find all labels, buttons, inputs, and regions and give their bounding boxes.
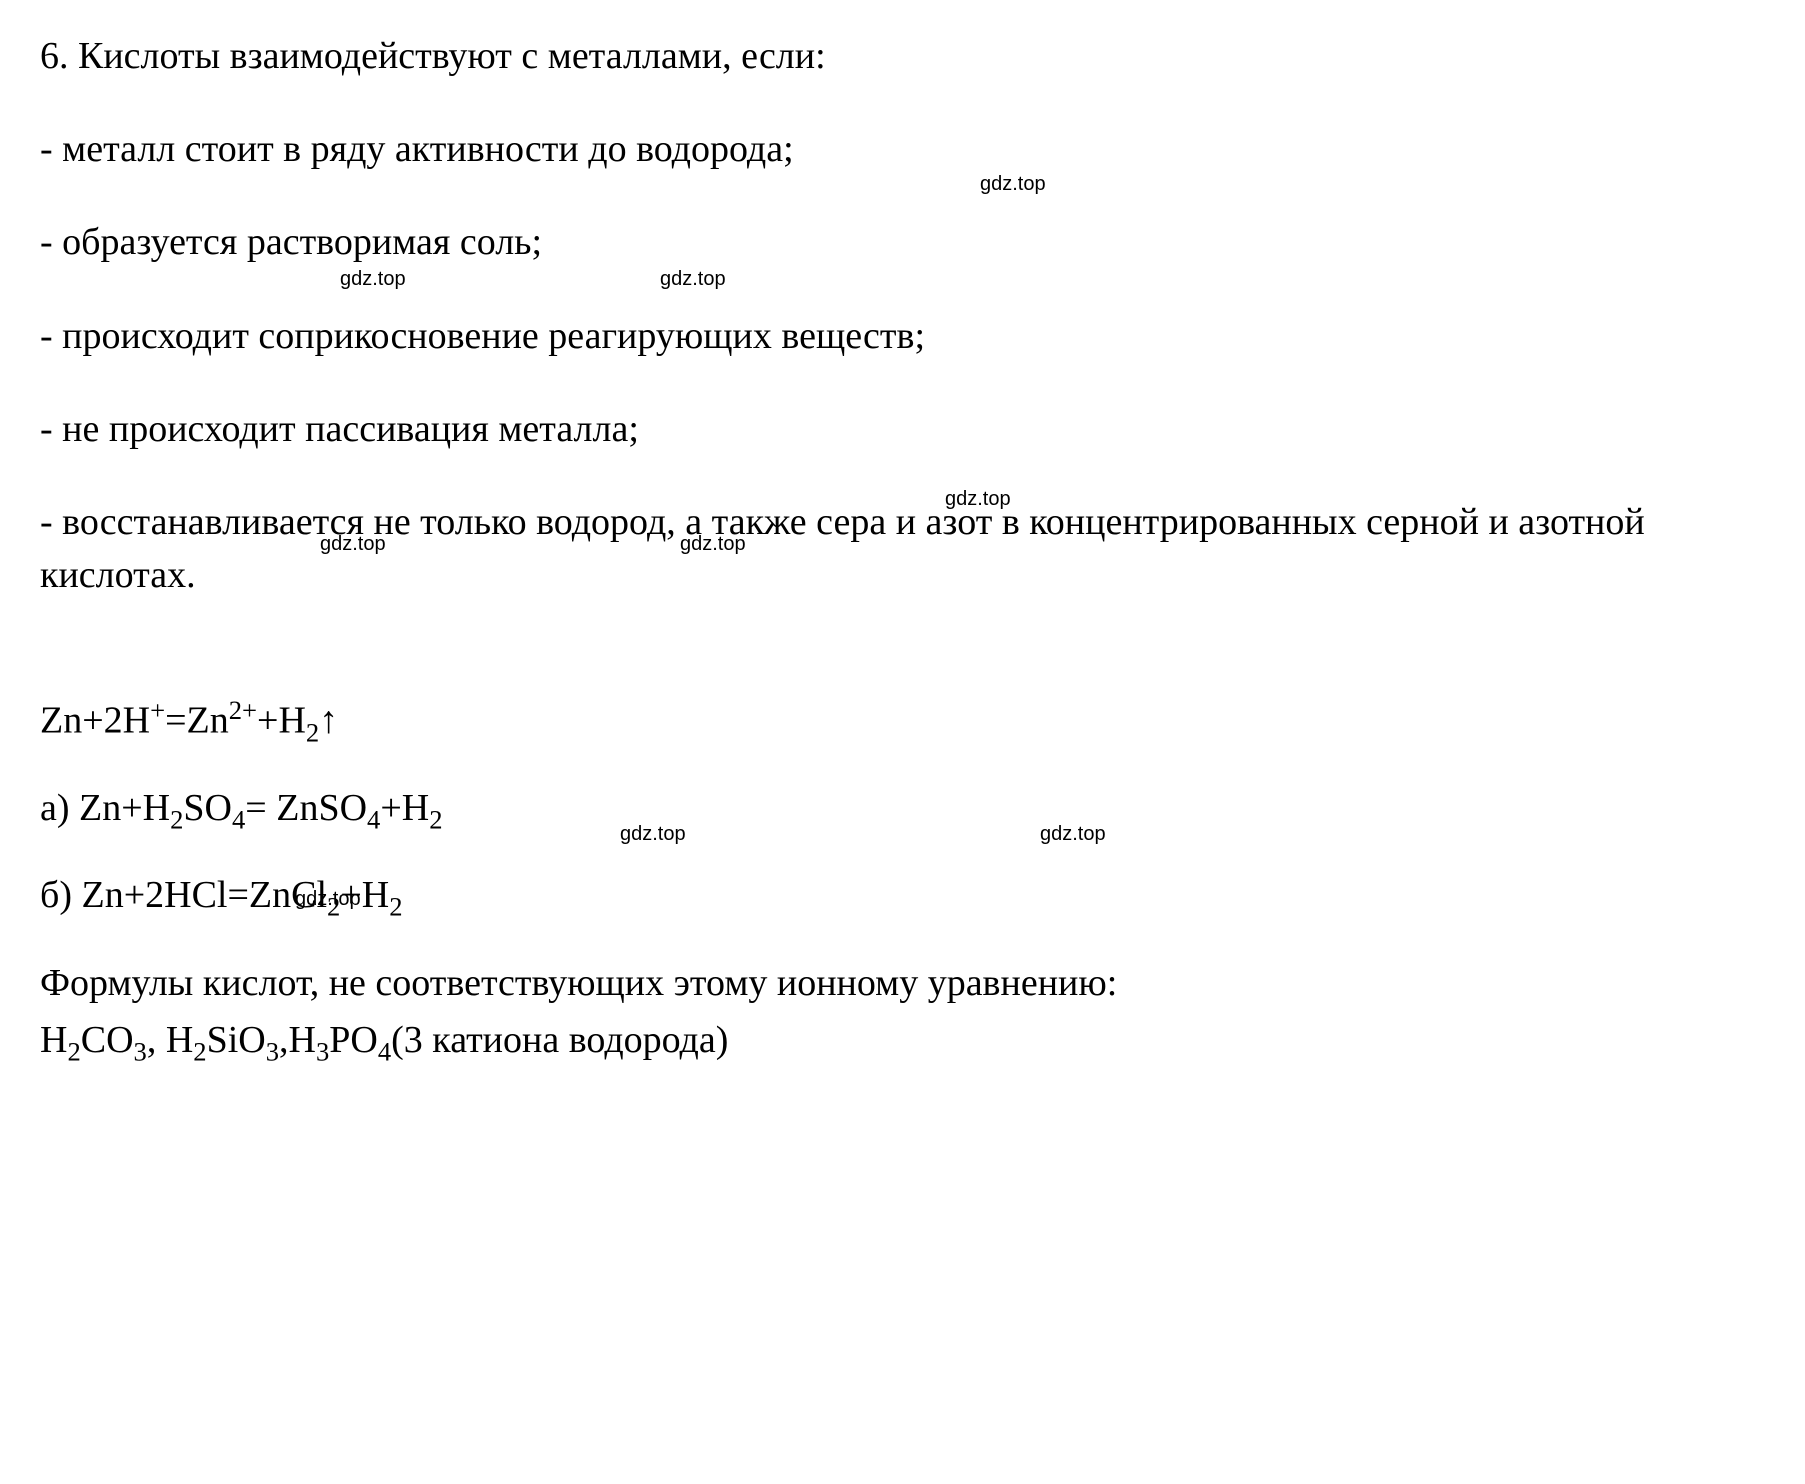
ionic-equation: Zn+2H+=Zn2++H2↑ xyxy=(40,692,1765,751)
watermark: gdz.top xyxy=(660,265,726,293)
question-text: Кислоты взаимодействуют с металлами, есл… xyxy=(78,35,826,77)
condition-item: - происходит соприкосновение реагирующих… xyxy=(40,310,1765,363)
question-heading: 6. Кислоты взаимодействуют с металлами, … xyxy=(40,30,1765,83)
watermark: gdz.top xyxy=(945,485,1011,513)
equation-label: б) xyxy=(40,874,72,916)
equation-a: а) Zn+H2SO4= ZnSO4+H2 xyxy=(40,782,1765,839)
document-content: gdz.top gdz.top gdz.top gdz.top gdz.top … xyxy=(40,30,1765,1073)
equation-label: а) xyxy=(40,787,70,829)
watermark: gdz.top xyxy=(680,530,746,558)
watermark: gdz.top xyxy=(620,820,686,848)
condition-item: - восстанавливается не только водород, а… xyxy=(40,496,1765,602)
watermark: gdz.top xyxy=(340,265,406,293)
footer-line1: Формулы кислот, не соответствующих этому… xyxy=(40,955,1765,1012)
watermark: gdz.top xyxy=(320,530,386,558)
watermark: gdz.top xyxy=(1040,820,1106,848)
watermark: gdz.top xyxy=(980,170,1046,198)
footer-text: Формулы кислот, не соответствующих этому… xyxy=(40,955,1765,1072)
question-number: 6. xyxy=(40,35,69,77)
condition-item: - образуется растворимая соль; xyxy=(40,216,1765,269)
footer-line2: H2CO3, H2SiO3,H3PO4(3 катиона водорода) xyxy=(40,1012,1765,1072)
condition-item: - металл стоит в ряду активности до водо… xyxy=(40,123,1765,176)
condition-item: - не происходит пассивация металла; xyxy=(40,403,1765,456)
watermark: gdz.top xyxy=(295,885,361,913)
